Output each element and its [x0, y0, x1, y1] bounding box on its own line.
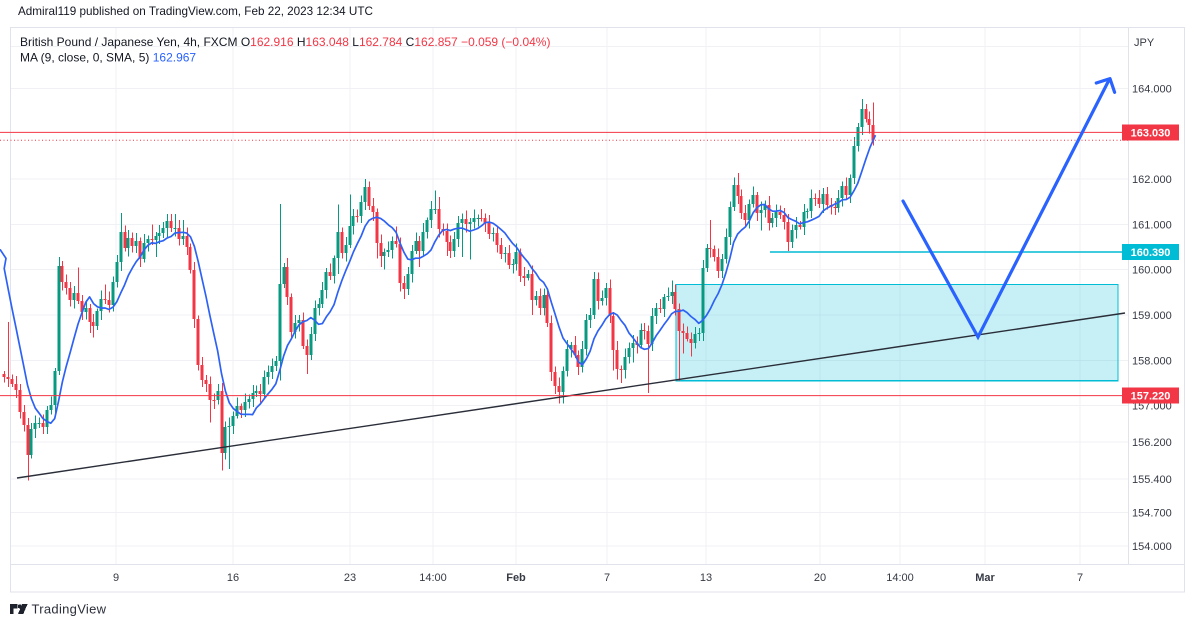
svg-text:160.390: 160.390: [1131, 247, 1171, 259]
svg-text:20: 20: [814, 572, 826, 584]
svg-text:16: 16: [227, 572, 239, 584]
svg-text:23: 23: [344, 572, 356, 584]
svg-text:7: 7: [1077, 572, 1083, 584]
svg-text:159.000: 159.000: [1132, 310, 1172, 322]
svg-text:156.200: 156.200: [1132, 437, 1172, 449]
svg-text:Admiral119 published on Tradin: Admiral119 published on TradingView.com,…: [18, 5, 373, 18]
svg-text:163.030: 163.030: [1131, 127, 1171, 139]
svg-text:TradingView: TradingView: [32, 602, 107, 617]
svg-text:7: 7: [604, 572, 610, 584]
svg-text:162.000: 162.000: [1132, 174, 1172, 186]
svg-text:155.400: 155.400: [1132, 474, 1172, 486]
svg-text:157.220: 157.220: [1131, 391, 1171, 403]
svg-text:14:00: 14:00: [419, 572, 447, 584]
svg-text:161.000: 161.000: [1132, 219, 1172, 231]
svg-text:154.000: 154.000: [1132, 541, 1172, 553]
svg-text:Feb: Feb: [506, 572, 526, 584]
svg-text:Mar: Mar: [975, 572, 995, 584]
svg-text:158.000: 158.000: [1132, 355, 1172, 367]
svg-text:9: 9: [113, 572, 119, 584]
svg-text:MA (9, close, 0, SMA, 5) 162.9: MA (9, close, 0, SMA, 5) 162.967: [20, 51, 196, 65]
svg-text:160.000: 160.000: [1132, 265, 1172, 277]
svg-text:13: 13: [700, 572, 712, 584]
svg-text:154.700: 154.700: [1132, 508, 1172, 520]
svg-text:JPY: JPY: [1134, 37, 1155, 49]
svg-text:British Pound / Japanese Yen,: British Pound / Japanese Yen, 4h, FXCM O…: [20, 35, 550, 49]
svg-text:14:00: 14:00: [886, 572, 914, 584]
svg-text:164.000: 164.000: [1132, 84, 1172, 96]
